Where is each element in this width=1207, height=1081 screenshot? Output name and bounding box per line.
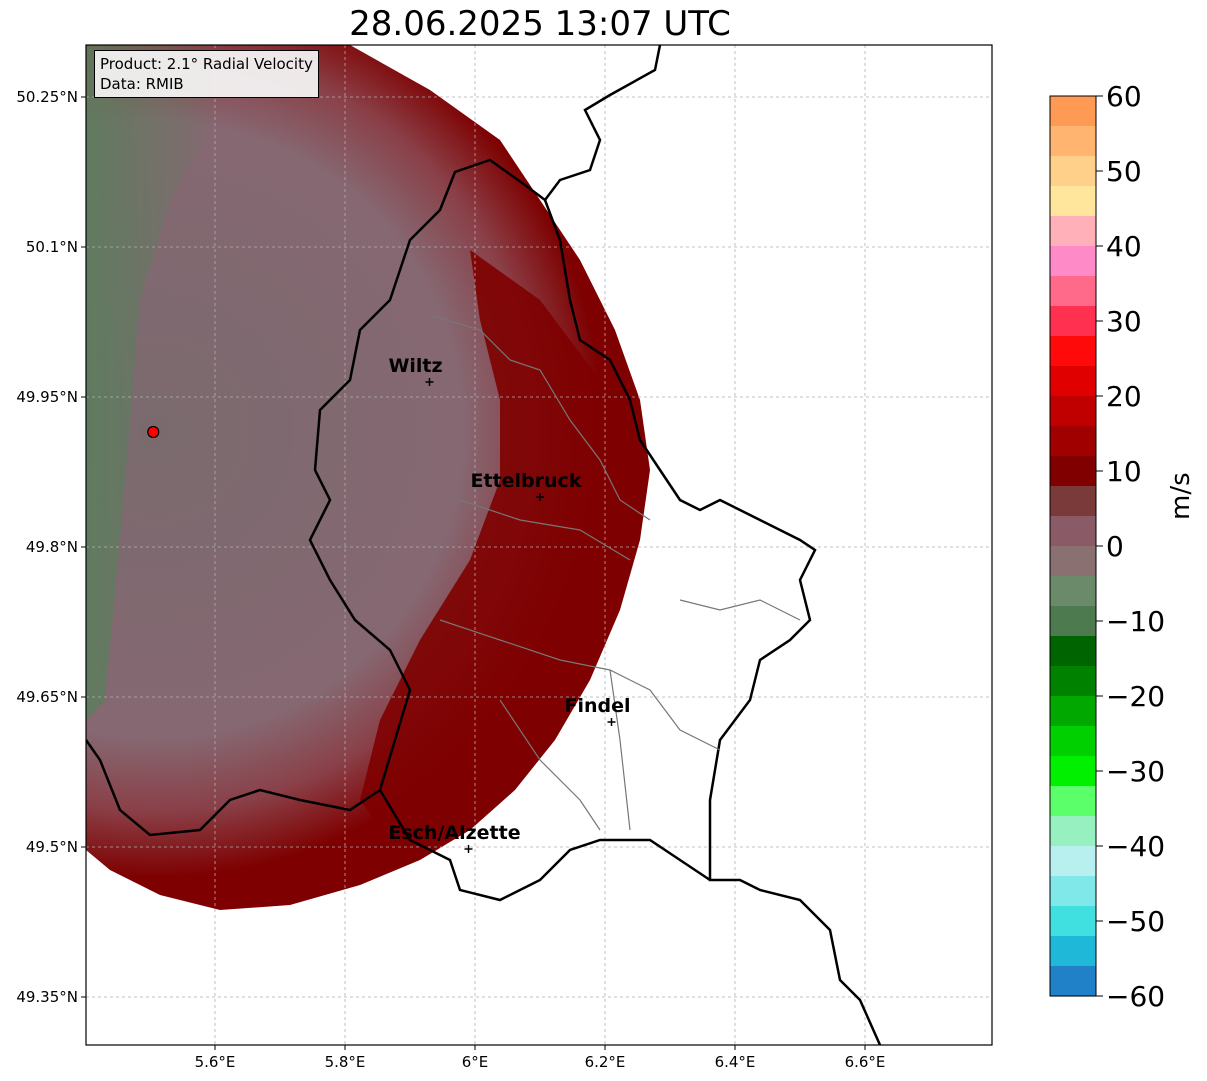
colorbar-tick-label: −30 <box>1106 755 1165 788</box>
colorbar-segment <box>1050 276 1096 307</box>
city-marker-icon <box>464 845 473 853</box>
colorbar-segment <box>1050 96 1096 127</box>
colorbar-tick-label: 30 <box>1106 305 1142 338</box>
colorbar-segment <box>1050 396 1096 427</box>
country-border-east <box>543 199 882 1045</box>
x-tick-label: 5.8°E <box>325 1053 366 1071</box>
colorbar-segment <box>1050 366 1096 397</box>
colorbar-segment <box>1050 516 1096 547</box>
colorbar-segment <box>1050 726 1096 757</box>
x-tick-label: 6.6°E <box>845 1053 886 1071</box>
data-source-label: Data: RMIB <box>100 75 184 93</box>
colorbar-segment <box>1050 456 1096 487</box>
colorbar-segment <box>1050 126 1096 157</box>
city-marker-icon <box>425 378 434 386</box>
colorbar-segment <box>1050 966 1096 997</box>
colorbar-segment <box>1050 756 1096 787</box>
colorbar-segment <box>1050 846 1096 877</box>
product-label: Product: 2.1° Radial Velocity <box>100 55 313 73</box>
colorbar-segment <box>1050 636 1096 667</box>
colorbar: 60 50 40 30 20 10 0 −10 −20 −30 −40 −50 −60 <box>1049 80 1165 1013</box>
colorbar-tick-label: −40 <box>1106 830 1165 863</box>
colorbar-tick-label: 0 <box>1106 530 1124 563</box>
city-label: Ettelbruck <box>471 470 582 492</box>
city-label: Findel <box>564 695 630 717</box>
map-title: 28.06.2025 13:07 UTC <box>349 4 731 44</box>
high-velocity-band <box>360 250 630 840</box>
colorbar-unit-label: m/s <box>1166 472 1196 520</box>
colorbar-segment <box>1050 666 1096 697</box>
colorbar-tick-label: 20 <box>1106 380 1142 413</box>
colorbar-segment <box>1050 936 1096 967</box>
colorbar-segment <box>1050 696 1096 727</box>
city-label: Wiltz <box>388 355 442 377</box>
colorbar-tick-label: 40 <box>1106 230 1142 263</box>
colorbar-segment <box>1050 186 1096 217</box>
colorbar-tick-label: −60 <box>1106 980 1165 1013</box>
grid-lines <box>86 45 992 1045</box>
x-tick-label: 6.2°E <box>585 1053 626 1071</box>
city-markers: Wiltz Ettelbruck Findel Esch/Alzette <box>388 355 631 853</box>
colorbar-segment <box>1050 816 1096 847</box>
x-tick-label: 6°E <box>462 1053 489 1071</box>
colorbar-tick-label: −50 <box>1106 905 1165 938</box>
plot-frame <box>85 44 993 1046</box>
colorbar-tick-label: −10 <box>1106 605 1165 638</box>
colorbar-segment <box>1050 906 1096 937</box>
radar-site-marker <box>147 425 160 439</box>
colorbar-segment <box>1050 876 1096 907</box>
colorbar-segment <box>1050 156 1096 187</box>
colorbar-segment <box>1050 426 1096 457</box>
colorbar-tick-label: 10 <box>1106 455 1142 488</box>
district-border <box>429 314 801 831</box>
colorbar-segment <box>1050 486 1096 517</box>
product-info-box: Product: 2.1° Radial Velocity Data: RMIB <box>94 50 319 98</box>
colorbar-segment <box>1050 336 1096 367</box>
colorbar-segment <box>1050 786 1096 817</box>
city-label: Esch/Alzette <box>388 822 520 844</box>
x-tick-label: 6.4°E <box>715 1053 756 1071</box>
city-marker-icon <box>536 493 544 501</box>
y-tick-label: 50.1°N <box>26 238 78 256</box>
y-tick-label: 49.35°N <box>16 988 78 1006</box>
y-tick-label: 49.65°N <box>16 688 78 706</box>
y-tick-label: 49.8°N <box>26 538 78 556</box>
colorbar-segment <box>1050 306 1096 337</box>
y-tick-label: 49.5°N <box>26 838 78 856</box>
city-marker-icon <box>607 718 616 726</box>
y-tick-label: 49.95°N <box>16 388 78 406</box>
colorbar-segment <box>1050 246 1096 277</box>
colorbar-tick-label: 50 <box>1106 155 1142 188</box>
colorbar-tick-label: 60 <box>1106 80 1142 113</box>
colorbar-segment <box>1050 216 1096 247</box>
colorbar-segment <box>1050 606 1096 637</box>
colorbar-segment <box>1050 576 1096 607</box>
country-border <box>86 45 662 837</box>
x-tick-label: 5.6°E <box>195 1053 236 1071</box>
negative-velocity-area <box>86 45 220 720</box>
axis-ticks: 5.6°E 5.8°E 6°E 6.2°E 6.4°E 6.6°E 50.25°N 50.1°… <box>16 88 885 1071</box>
colorbar-segment <box>1050 546 1096 577</box>
country-border-south <box>378 789 711 902</box>
colorbar-tick-label: −20 <box>1106 680 1165 713</box>
y-tick-label: 50.25°N <box>16 88 78 106</box>
